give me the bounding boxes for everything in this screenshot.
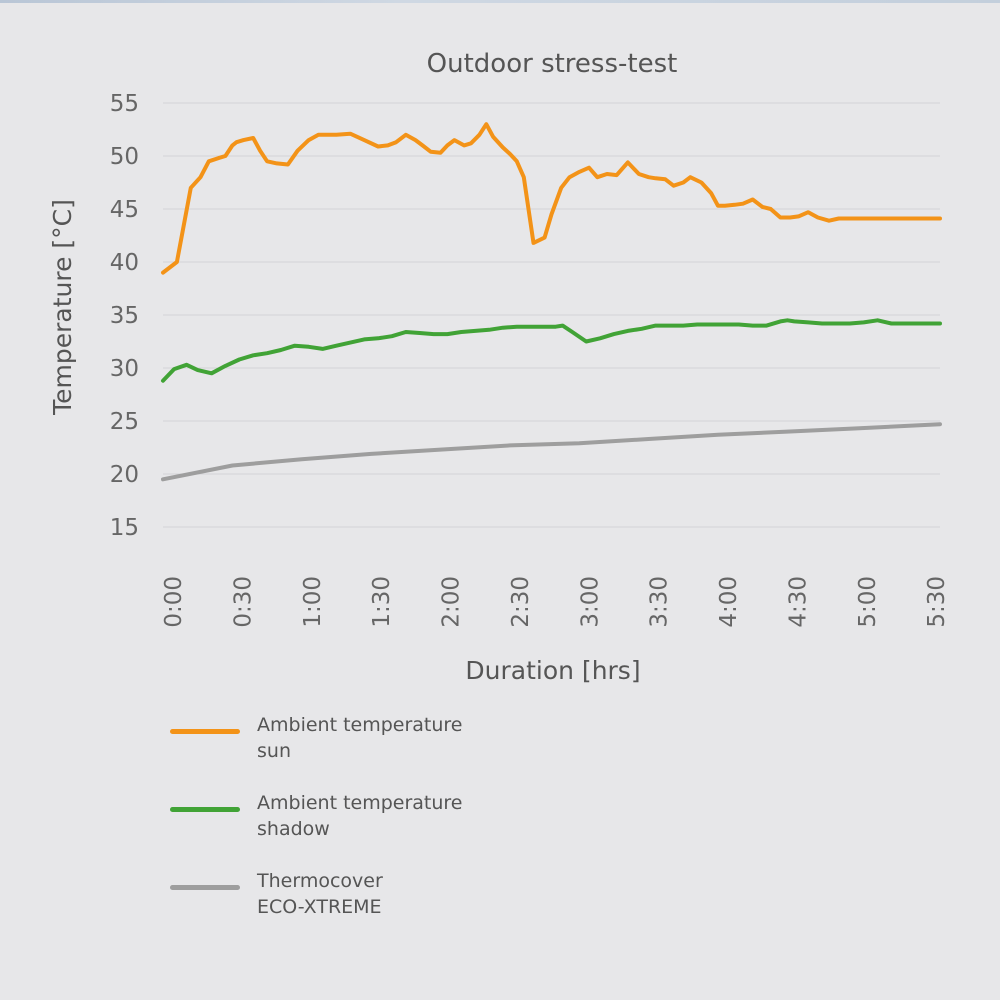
legend-label-sun: Ambient temperature sun xyxy=(257,712,497,764)
legend-label-thermocover: Thermocover ECO-XTREME xyxy=(257,868,497,920)
grid-layer xyxy=(163,102,940,528)
x-tick-label: 3:30 xyxy=(647,576,673,628)
y-tick-label: 25 xyxy=(110,409,139,435)
y-tick-label: 45 xyxy=(110,197,139,223)
legend-item-thermocover: Thermocover ECO-XTREME xyxy=(170,868,510,946)
x-tick-label: 5:00 xyxy=(855,576,881,628)
legend-label-shadow: Ambient temperature shadow xyxy=(257,790,497,842)
x-tick-label: 4:00 xyxy=(716,576,742,628)
legend-label-line: Thermocover xyxy=(257,870,383,892)
legend-label-line: Ambient temperature xyxy=(257,792,463,814)
legend: Ambient temperature sun Ambient temperat… xyxy=(170,712,510,946)
y-axis-title: Temperature [°C] xyxy=(48,199,77,416)
x-tick-label: 3:00 xyxy=(577,576,603,628)
y-tick-label: 35 xyxy=(110,303,139,329)
legend-label-line: Ambient temperature xyxy=(257,714,463,736)
chart-title: Outdoor stress-test xyxy=(427,49,678,79)
y-tick-label: 20 xyxy=(110,462,139,488)
x-tick-label: 4:30 xyxy=(785,576,811,628)
x-tick-label: 1:30 xyxy=(369,576,395,628)
x-axis-title: Duration [hrs] xyxy=(465,656,640,685)
series-line-thermocover-eco-xtreme xyxy=(161,422,942,482)
x-axis-ticks: 0:00 0:30 1:00 1:30 2:00 2:30 3:00 3:30 4:00 4:30… xyxy=(161,576,950,628)
y-tick-label: 50 xyxy=(110,144,139,170)
series-line-ambient-temperature-sun xyxy=(161,122,942,275)
legend-item-sun: Ambient temperature sun xyxy=(170,712,510,790)
legend-label-line: ECO-XTREME xyxy=(257,896,382,918)
x-tick-label: 2:30 xyxy=(508,576,534,628)
x-tick-label: 0:00 xyxy=(161,576,187,628)
legend-swatch-shadow xyxy=(170,807,240,812)
x-tick-label: 5:30 xyxy=(924,576,950,628)
y-tick-label: 30 xyxy=(110,356,139,382)
legend-swatch-thermocover xyxy=(170,885,240,890)
legend-label-line: sun xyxy=(257,740,291,762)
legend-item-shadow: Ambient temperature shadow xyxy=(170,790,510,868)
legend-label-line: shadow xyxy=(257,818,330,840)
series-line-ambient-temperature-shadow xyxy=(161,318,942,383)
y-tick-label: 40 xyxy=(110,250,139,276)
x-tick-label: 2:00 xyxy=(439,576,465,628)
legend-swatch-sun xyxy=(170,729,240,734)
top-rule xyxy=(0,0,1000,3)
y-tick-label: 55 xyxy=(110,91,139,117)
x-tick-label: 0:30 xyxy=(230,576,256,628)
series-layer xyxy=(161,122,942,482)
y-axis-ticks: 15 20 25 30 35 40 45 50 55 xyxy=(110,91,139,541)
x-tick-label: 1:00 xyxy=(300,576,326,628)
y-tick-label: 15 xyxy=(110,515,139,541)
